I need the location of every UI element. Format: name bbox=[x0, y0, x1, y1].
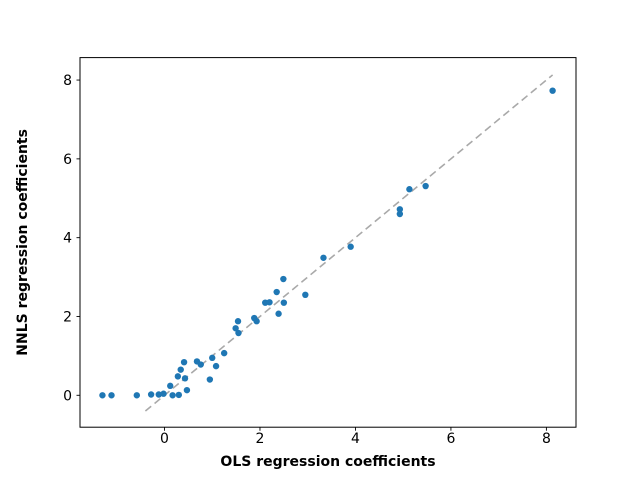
scatter-point bbox=[422, 182, 429, 190]
scatter-point bbox=[169, 392, 176, 399]
scatter-point bbox=[396, 206, 404, 213]
scatter-point bbox=[99, 392, 106, 399]
scatter-point bbox=[266, 299, 273, 306]
scatter-point bbox=[220, 349, 228, 357]
y-tick-label: 4 bbox=[63, 231, 72, 247]
x-tick-label: 0 bbox=[160, 431, 169, 447]
y-axis-label: NNLS regression coefficients bbox=[15, 129, 31, 356]
scatter-point bbox=[253, 318, 260, 325]
scatter-point bbox=[167, 382, 174, 390]
y-tick-label: 0 bbox=[63, 388, 72, 404]
scatter-point bbox=[180, 358, 188, 366]
scatter-point bbox=[108, 392, 115, 399]
scatter-point bbox=[232, 325, 239, 332]
scatter-point bbox=[155, 391, 162, 398]
x-tick-label: 4 bbox=[351, 431, 360, 447]
scatter-point bbox=[209, 354, 216, 362]
scatter-point bbox=[177, 366, 184, 373]
tick-layer: 0 2 4 6 8 0 2 4 6 8 bbox=[63, 73, 551, 447]
x-tick-label: 6 bbox=[446, 431, 455, 447]
scatter-point bbox=[275, 310, 282, 317]
scatter-point bbox=[302, 291, 309, 299]
scatter-point bbox=[197, 361, 204, 368]
scatter-point bbox=[175, 391, 183, 399]
scatter-point bbox=[174, 373, 182, 380]
identity-line-layer bbox=[144, 74, 554, 412]
y-tick-label: 6 bbox=[63, 152, 72, 168]
scatter-point bbox=[549, 87, 556, 94]
scatter-point bbox=[181, 375, 189, 382]
x-tick-label: 2 bbox=[256, 431, 265, 447]
scatter-point bbox=[212, 362, 220, 370]
scatter-point bbox=[273, 288, 280, 296]
scatter-point bbox=[147, 391, 155, 398]
scatter-point bbox=[280, 275, 287, 283]
y-tick-label: 2 bbox=[63, 309, 72, 325]
scatter-point bbox=[183, 386, 191, 394]
x-tick-label: 8 bbox=[542, 431, 551, 447]
scatter-point bbox=[406, 186, 413, 193]
identity-line bbox=[144, 74, 554, 412]
scatter-point bbox=[133, 392, 141, 399]
scatter-point bbox=[320, 254, 327, 261]
scatter-point bbox=[396, 210, 404, 218]
scatter-point bbox=[206, 376, 214, 383]
scatter-point bbox=[347, 243, 354, 250]
axes-spines bbox=[79, 57, 577, 428]
x-axis-label: OLS regression coefficients bbox=[220, 454, 435, 470]
scatter-point bbox=[160, 390, 167, 397]
scatter-point bbox=[235, 329, 242, 337]
scatter-points-layer bbox=[99, 87, 556, 399]
scatter-point bbox=[234, 318, 242, 325]
y-tick-label: 8 bbox=[63, 73, 72, 89]
scatter-point bbox=[280, 299, 288, 306]
